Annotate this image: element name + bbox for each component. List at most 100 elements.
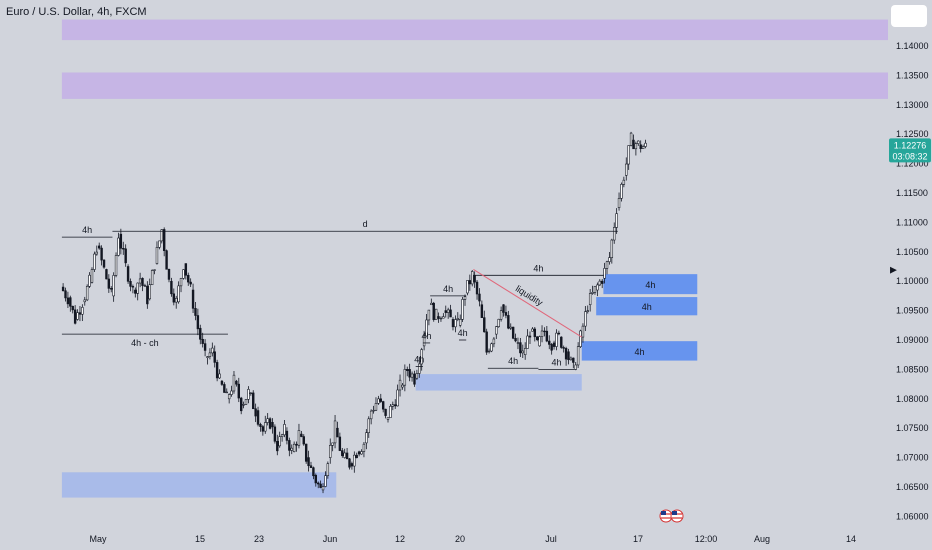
candle-body xyxy=(317,482,320,485)
candle-body xyxy=(136,282,139,294)
candle-body xyxy=(189,281,192,285)
candle-body xyxy=(538,336,541,347)
candle-body xyxy=(196,315,200,330)
candle-body xyxy=(620,184,623,199)
current-price-label: 1.12276 xyxy=(894,140,927,150)
candle-body xyxy=(114,255,118,276)
candle-body xyxy=(319,483,322,488)
candle-body xyxy=(432,302,435,320)
time-tick-label: Jun xyxy=(323,534,338,544)
candle-body xyxy=(531,328,534,332)
candle-body xyxy=(201,338,204,344)
candle-body xyxy=(485,331,488,353)
candle-body xyxy=(225,391,228,394)
candle-body xyxy=(562,347,565,349)
candle-body xyxy=(177,285,180,303)
candle-body xyxy=(475,281,479,295)
zone-label-3: 4h xyxy=(642,302,652,312)
candle-body xyxy=(117,237,120,256)
toolbar-button[interactable] xyxy=(891,5,927,27)
candle-body xyxy=(514,337,517,342)
candle-body xyxy=(492,338,496,345)
candle-body xyxy=(343,452,346,458)
candle-body xyxy=(78,312,82,315)
time-tick-label: 23 xyxy=(254,534,264,544)
candle-body xyxy=(215,362,219,379)
candle-body xyxy=(579,330,582,347)
candle-body xyxy=(73,309,77,324)
candle-body xyxy=(271,422,274,428)
candle-body xyxy=(148,284,151,300)
candle-body xyxy=(523,348,527,355)
candle-body xyxy=(338,436,342,451)
candle-body xyxy=(297,430,301,446)
flag-canton xyxy=(672,511,677,515)
price-tick-label: 1.12500 xyxy=(896,129,929,139)
candle-body xyxy=(519,342,522,354)
price-tick-label: 1.10000 xyxy=(896,276,929,286)
candle-body xyxy=(353,454,356,467)
candle-body xyxy=(384,408,387,416)
time-tick-label: Jul xyxy=(545,534,557,544)
candle-body xyxy=(444,310,447,313)
candle-body xyxy=(295,443,298,446)
price-tick-label: 1.07500 xyxy=(896,423,929,433)
candle-body xyxy=(206,356,209,358)
candle-body xyxy=(141,277,144,286)
candle-body xyxy=(119,233,123,249)
price-tick-label: 1.11500 xyxy=(896,188,928,198)
price-tick-label: 1.12000 xyxy=(896,159,929,169)
candle-body xyxy=(615,213,618,228)
candle-body xyxy=(292,443,296,453)
candle-body xyxy=(463,296,467,300)
candle-body xyxy=(110,288,113,290)
candle-body xyxy=(617,198,621,208)
candle-body xyxy=(398,379,402,391)
candle-body xyxy=(345,452,349,460)
candle-body xyxy=(304,443,308,462)
candle-body xyxy=(483,317,486,333)
candle-body xyxy=(434,308,438,320)
candle-body xyxy=(155,247,159,264)
candle-body xyxy=(357,451,361,455)
candle-body xyxy=(487,350,491,353)
candle-body xyxy=(509,326,512,329)
candle-body xyxy=(586,310,589,312)
candle-body xyxy=(184,263,188,276)
candle-body xyxy=(170,280,173,295)
candle-body xyxy=(545,330,549,342)
candle-body xyxy=(596,284,599,291)
level-label-9: 4h xyxy=(551,357,561,367)
candle-body xyxy=(555,332,558,347)
candle-body xyxy=(446,309,450,313)
candle-body xyxy=(179,278,183,287)
price-tick-label: 1.08000 xyxy=(896,394,929,404)
candle-body xyxy=(454,319,457,328)
candle-body xyxy=(507,315,510,329)
time-tick-label: 20 xyxy=(455,534,465,544)
candle-body xyxy=(598,280,601,286)
flag-icon-0 xyxy=(659,509,673,523)
candle-body xyxy=(175,297,178,303)
candle-body xyxy=(629,132,633,146)
candle-body xyxy=(194,308,197,316)
candle-body xyxy=(285,430,289,441)
candle-body xyxy=(223,384,226,393)
candle-body xyxy=(381,401,385,410)
price-tick-label: 1.14000 xyxy=(896,41,929,51)
level-label-6: 4h xyxy=(414,354,424,364)
candle-body xyxy=(422,335,426,347)
candle-body xyxy=(528,335,532,338)
candle-body xyxy=(499,310,503,320)
candle-body xyxy=(603,268,606,279)
candle-body xyxy=(314,474,318,484)
candle-body xyxy=(235,380,238,385)
axis-marker-icon: ▶ xyxy=(890,265,897,275)
candle-body xyxy=(261,426,265,432)
candle-body xyxy=(574,364,577,370)
candle-body xyxy=(516,342,520,344)
time-tick-label: 17 xyxy=(633,534,643,544)
candle-body xyxy=(302,436,305,445)
